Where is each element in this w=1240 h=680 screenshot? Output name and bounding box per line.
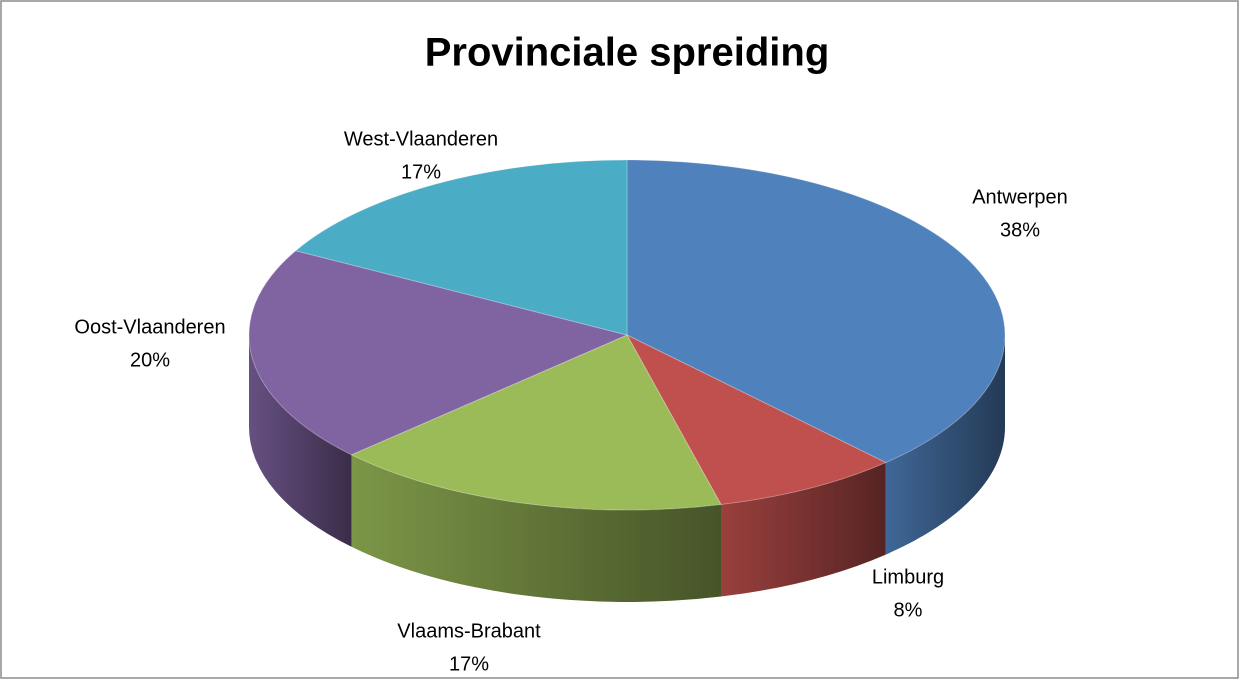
data-label-value: 20% (130, 349, 170, 371)
data-label-value: 8% (894, 599, 923, 621)
data-label-value: 17% (449, 653, 489, 675)
data-label-name: West-Vlaanderen (344, 128, 498, 150)
data-label-name: Oost-Vlaanderen (74, 316, 225, 338)
data-label-name: Vlaams-Brabant (397, 620, 541, 642)
pie-slice-side (351, 454, 722, 602)
pie-slice (248, 250, 629, 456)
data-label-name: Antwerpen (972, 186, 1068, 208)
pie-slice-side (721, 462, 886, 597)
data-label-name: Limburg (872, 566, 944, 588)
pie-slice-side (885, 335, 1005, 555)
pie-slice (626, 159, 1006, 464)
pie-slice (625, 333, 887, 506)
pie-slice (350, 334, 722, 511)
data-label-value: 17% (401, 161, 441, 183)
data-label-value: 38% (1000, 219, 1040, 241)
pie-slice (294, 159, 628, 336)
pie-slice-side (249, 335, 352, 547)
chart-title: Provinciale spreiding (425, 31, 830, 75)
